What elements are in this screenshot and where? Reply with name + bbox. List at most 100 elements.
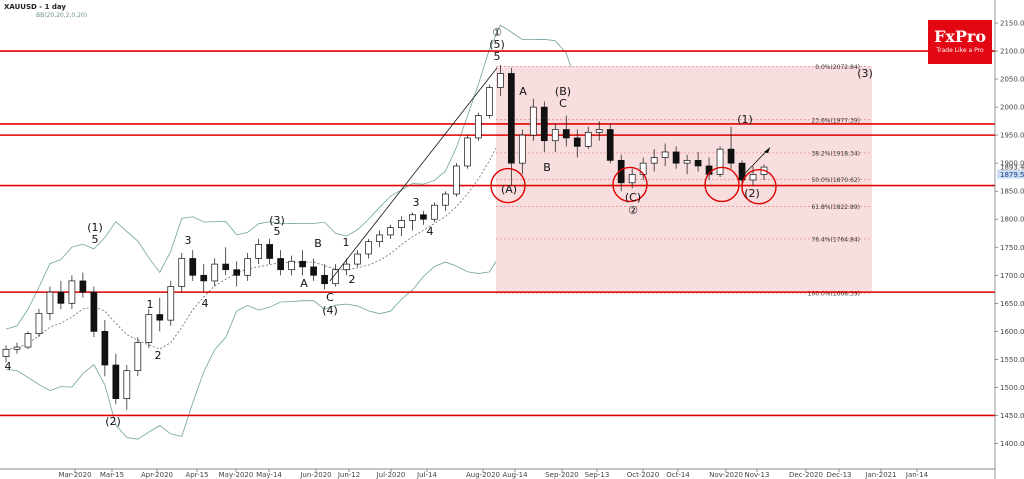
- candle: [518, 129, 526, 175]
- candle-body: [518, 134, 526, 164]
- horizontal-levels: [0, 50, 995, 417]
- trend-line: [329, 67, 498, 282]
- x-tick-label: Jul-14: [416, 471, 437, 479]
- candle: [606, 123, 614, 164]
- x-tick-label: Aug-2020: [466, 471, 500, 479]
- candle-body: [650, 157, 658, 164]
- candle: [540, 101, 548, 152]
- candle: [299, 250, 306, 276]
- wave-label: (B): [555, 85, 571, 98]
- candle-body: [573, 137, 581, 147]
- candle-body: [123, 370, 131, 399]
- candle: [420, 210, 427, 225]
- candle-body: [68, 280, 76, 304]
- candle-body: [90, 291, 98, 332]
- candle: [475, 112, 482, 141]
- candle: [683, 154, 691, 175]
- wave-label: (3): [857, 67, 873, 80]
- candle: [672, 146, 680, 169]
- candle: [354, 250, 361, 267]
- highlight-circle: [490, 167, 526, 204]
- wave-label: 4: [427, 225, 434, 238]
- candle: [332, 264, 339, 287]
- wave-label: (2): [105, 415, 121, 428]
- candle-body: [738, 162, 746, 181]
- x-tick-label: Nov-2020: [709, 471, 743, 479]
- x-tick-label: Apr-2020: [141, 471, 173, 479]
- candle-body: [727, 148, 735, 164]
- wave-label: A: [519, 85, 527, 98]
- y-tick-label: 1450.00: [1000, 412, 1024, 420]
- wave-label: 2: [349, 273, 356, 286]
- candle: [79, 272, 87, 298]
- wave-label: (A): [501, 183, 517, 196]
- candle-body: [255, 244, 263, 259]
- candle: [464, 135, 471, 169]
- wave-label: 3: [185, 234, 192, 247]
- bid-price-box: [997, 169, 1024, 179]
- candle-body: [200, 274, 208, 282]
- candle-body: [189, 258, 197, 276]
- candle-body: [749, 174, 757, 181]
- candle-body: [486, 87, 493, 116]
- candle-body: [683, 160, 691, 164]
- x-tick-label: Oct-2020: [627, 471, 659, 479]
- candle-body: [716, 148, 724, 175]
- fib-label: 76.4%(1764.84): [811, 236, 860, 243]
- candle: [562, 115, 570, 147]
- y-axis: 2150.00 2100.00 2050.00 2000.00 1950.00 1900.…: [994, 0, 1024, 479]
- candle-body: [496, 73, 504, 88]
- wave-label: 3: [413, 196, 420, 209]
- fib-label: 38.2%(1918.34): [811, 150, 860, 157]
- candle: [112, 353, 120, 405]
- highlight-circle: [741, 169, 777, 205]
- candle-body: [134, 342, 142, 371]
- y-tick-label: 1750.00: [1000, 244, 1024, 252]
- candle-body: [112, 364, 120, 399]
- candle-body: [35, 313, 43, 334]
- candle: [716, 146, 724, 178]
- candle: [134, 336, 142, 377]
- y-tick-label: 1950.00: [1000, 132, 1024, 140]
- candle: [68, 275, 76, 309]
- y-tick-label: 2100.00: [1000, 48, 1024, 56]
- candle-body: [376, 234, 383, 243]
- candle-body: [529, 106, 537, 136]
- candles: [2, 65, 768, 410]
- y-tick-label: 1550.00: [1000, 356, 1024, 364]
- candle-body: [233, 269, 241, 276]
- candle: [123, 365, 131, 410]
- fib-label: 50.0%(1870.62): [811, 177, 860, 184]
- y-tick-label: 2050.00: [1000, 76, 1024, 84]
- candle-body: [661, 151, 669, 158]
- candle: [694, 151, 702, 172]
- candle: [573, 129, 581, 158]
- candle: [266, 238, 274, 265]
- candle-body: [46, 291, 54, 314]
- y-tick-label: 2150.00: [1000, 20, 1024, 28]
- candle: [507, 67, 515, 186]
- symbol-title: XAUUSD - 1 day: [4, 3, 66, 11]
- candle-body: [222, 263, 230, 271]
- candle-body: [321, 274, 328, 285]
- candle: [343, 258, 350, 276]
- candle: [551, 123, 559, 152]
- candle-body: [398, 220, 405, 228]
- x-tick-label: Oct-14: [666, 471, 690, 479]
- candle: [442, 191, 449, 211]
- y-tick-label: 1400.00: [1000, 440, 1024, 448]
- candle: [496, 65, 504, 96]
- wave-label: (3): [269, 214, 285, 227]
- candle-body: [694, 160, 702, 167]
- candle-body: [354, 253, 361, 265]
- candle: [2, 345, 10, 363]
- candle-body: [562, 129, 570, 139]
- candle: [244, 252, 252, 281]
- x-tick-label: Dec-2020: [789, 471, 823, 479]
- wave-label: C: [559, 97, 567, 110]
- candle: [486, 84, 493, 119]
- wave-label: 1: [343, 236, 350, 249]
- x-tick-label: Jan-2021: [864, 471, 896, 479]
